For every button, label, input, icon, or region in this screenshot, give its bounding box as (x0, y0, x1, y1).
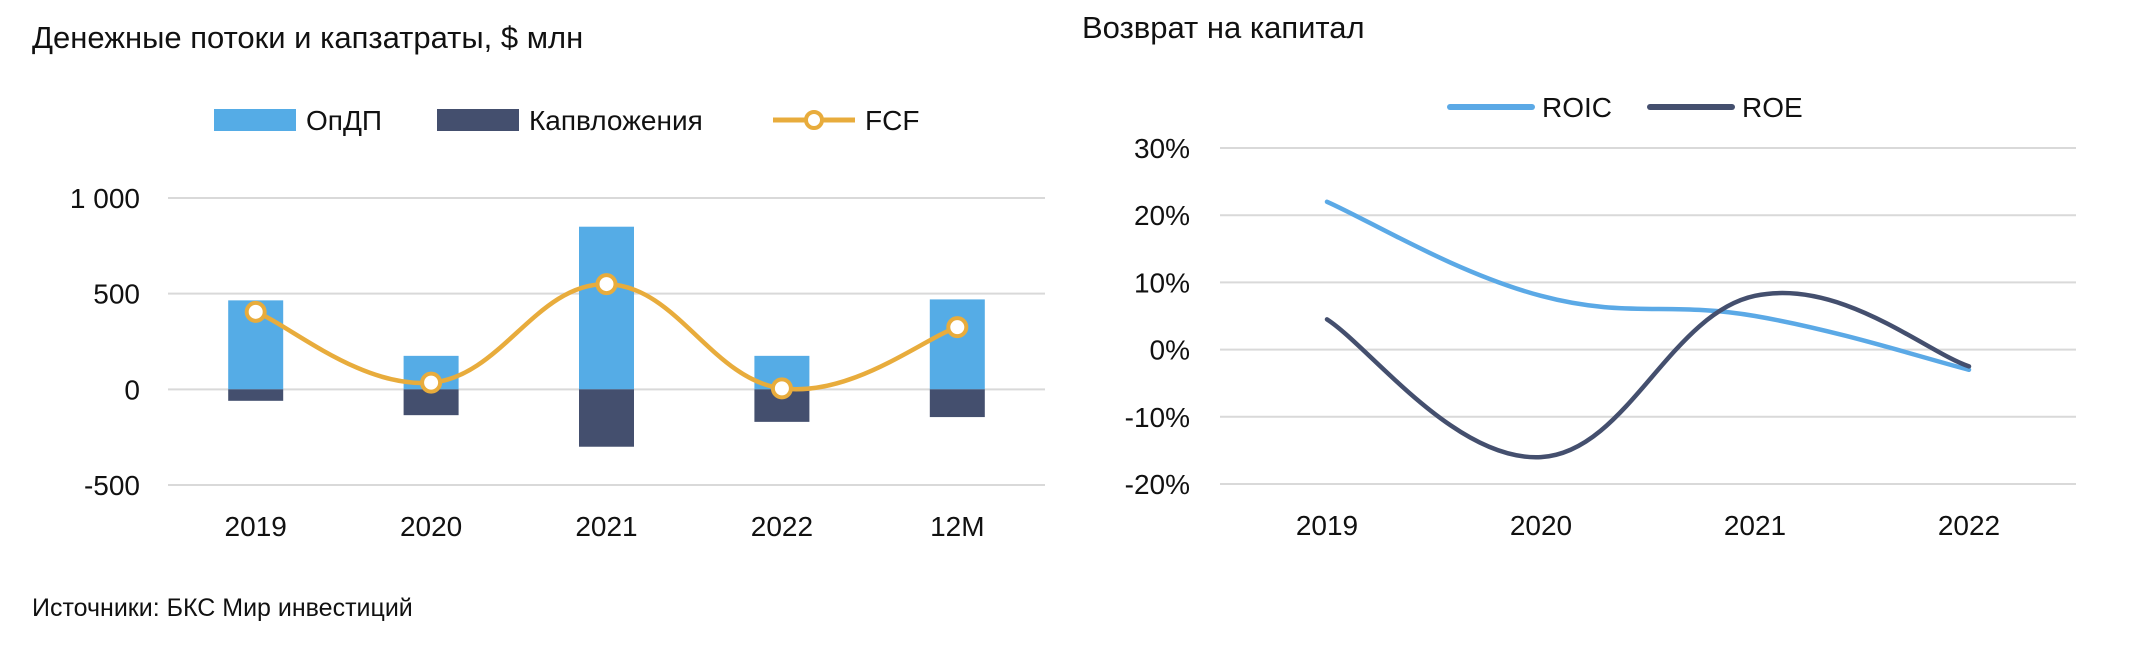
cashflow-y-axis: 1 000 500 0 -500 (70, 183, 140, 501)
capex-bar (929, 389, 985, 418)
legend-swatch-capex (437, 109, 519, 131)
return-lines (1324, 199, 1972, 460)
x-tick-label: 2022 (751, 511, 813, 542)
cashflow-legend: ОпДП Капвложения FCF (214, 105, 919, 136)
y-tick-label: 1 000 (70, 183, 140, 214)
legend-label-opdp: ОпДП (306, 105, 382, 136)
x-tick-label: 2020 (1510, 510, 1572, 541)
fcf-line-group (244, 273, 969, 400)
legend-label-roic: ROIC (1542, 92, 1612, 123)
y-tick-label: -20% (1125, 469, 1190, 500)
x-tick-label: 2019 (225, 511, 287, 542)
opdp-bar (579, 226, 634, 390)
source-note: Источники: БКС Мир инвестиций (32, 594, 413, 622)
x-tick-label: 12M (930, 511, 984, 542)
x-tick-label: 2021 (575, 511, 637, 542)
cashflow-x-axis: 2019 2020 2021 2022 12M (225, 511, 985, 542)
x-tick-label: 2022 (1938, 510, 2000, 541)
fcf-point (770, 377, 793, 400)
capex-bar (403, 389, 459, 416)
y-tick-label: 0% (1150, 335, 1190, 366)
cashflow-chart-title: Денежные потоки и капзатраты, $ млн (32, 20, 583, 55)
y-tick-label: -500 (84, 470, 140, 501)
return-x-axis: 2019 2020 2021 2022 (1296, 510, 2000, 541)
return-chart-title: Возврат на капитал (1082, 10, 1365, 45)
legend-label-roe: ROE (1742, 92, 1803, 123)
fcf-point (420, 371, 443, 394)
y-tick-label: 10% (1134, 267, 1190, 298)
legend-swatch-fcf-marker (804, 110, 824, 130)
return-y-axis: 30% 20% 10% 0% -10% -20% (1125, 133, 1190, 500)
opdp-bar (929, 299, 985, 390)
return-legend: ROIC ROE (1447, 92, 1803, 123)
x-tick-label: 2021 (1724, 510, 1786, 541)
return-on-capital-chart: Возврат на капитал 30% 20% 10% 0% -10% -20% 2… (1082, 10, 2076, 541)
capex-bar (228, 389, 284, 401)
y-tick-label: 20% (1134, 200, 1190, 231)
roic-line (1324, 199, 1972, 373)
fcf-point (244, 300, 267, 323)
fcf-point (946, 316, 969, 339)
fcf-point (595, 273, 618, 296)
y-tick-label: 500 (93, 279, 140, 310)
legend-label-fcf: FCF (865, 105, 919, 136)
return-gridlines (1220, 147, 2076, 485)
legend-label-capex: Капвложения (529, 105, 703, 136)
legend-swatch-opdp (214, 109, 296, 131)
capex-bar (579, 389, 634, 447)
y-tick-label: 30% (1134, 133, 1190, 164)
x-tick-label: 2020 (400, 511, 462, 542)
y-tick-label: 0 (124, 374, 140, 405)
cashflow-chart: Денежные потоки и капзатраты, $ млн 1 00… (32, 20, 1045, 622)
roe-line (1324, 290, 1972, 460)
cashflow-bars (228, 226, 985, 447)
x-tick-label: 2019 (1296, 510, 1358, 541)
y-tick-label: -10% (1125, 402, 1190, 433)
